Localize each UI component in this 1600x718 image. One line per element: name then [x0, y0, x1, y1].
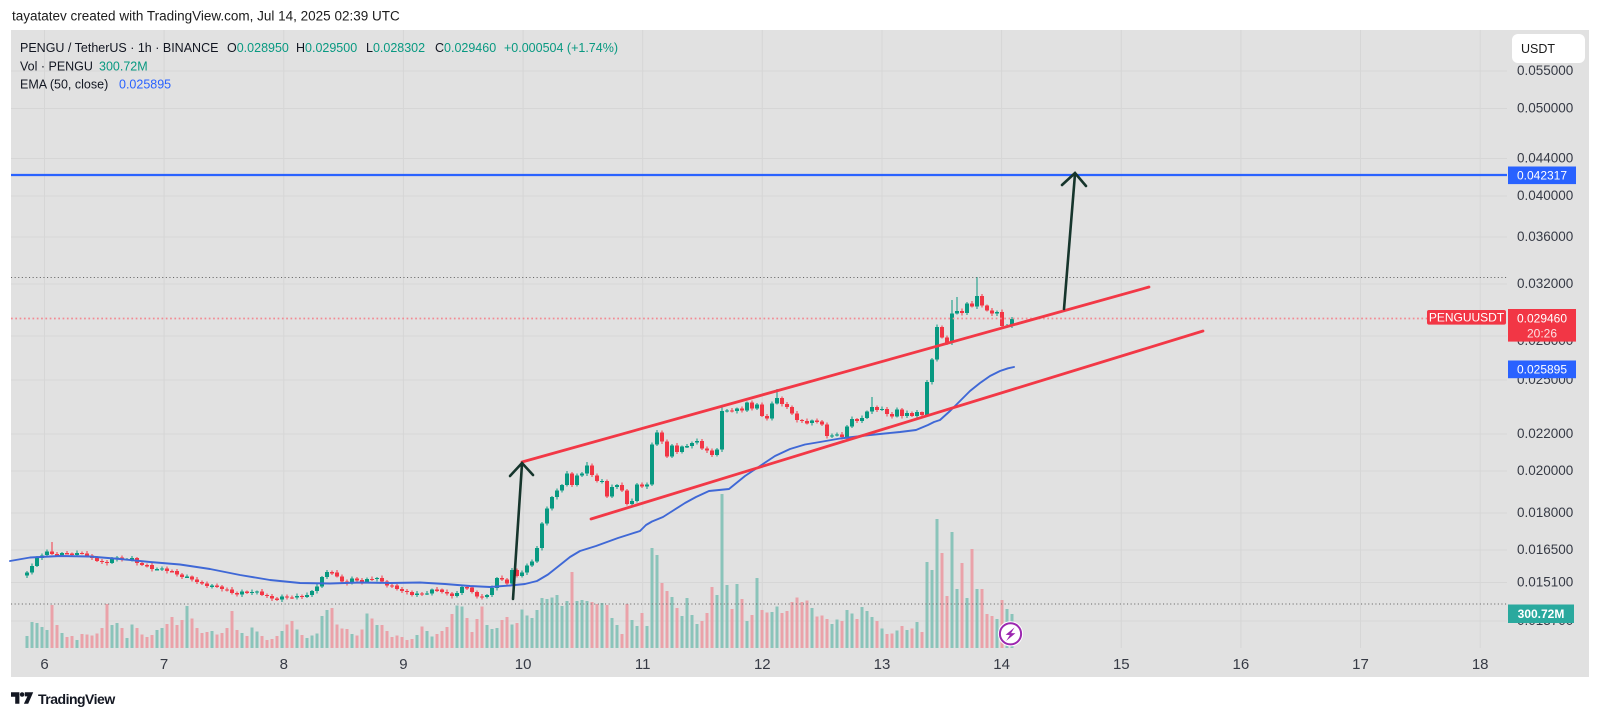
- svg-text:0.044000: 0.044000: [1517, 151, 1573, 166]
- svg-text:300.72M: 300.72M: [1518, 607, 1565, 621]
- svg-text:O0.028950: O0.028950: [227, 41, 289, 55]
- svg-text:EMA (50, close): EMA (50, close): [20, 78, 108, 92]
- svg-text:0.020000: 0.020000: [1517, 463, 1573, 478]
- svg-text:0.029460: 0.029460: [1517, 312, 1567, 326]
- svg-text:TradingView: TradingView: [38, 691, 115, 707]
- svg-text:0.016500: 0.016500: [1517, 542, 1573, 557]
- svg-text:0.050000: 0.050000: [1517, 101, 1573, 116]
- svg-text:15: 15: [1113, 656, 1130, 673]
- svg-text:8: 8: [280, 656, 288, 673]
- svg-text:11: 11: [635, 656, 651, 673]
- svg-text:10: 10: [515, 656, 532, 673]
- svg-text:Vol · PENGU: Vol · PENGU: [20, 60, 93, 74]
- svg-text:0.018000: 0.018000: [1517, 505, 1573, 520]
- svg-text:9: 9: [399, 656, 407, 673]
- svg-text:6: 6: [40, 656, 48, 673]
- svg-text:+0.000504 (+1.74%): +0.000504 (+1.74%): [504, 41, 618, 55]
- svg-text:C0.029460: C0.029460: [435, 41, 496, 55]
- svg-text:0.040000: 0.040000: [1517, 188, 1573, 203]
- svg-text:16: 16: [1233, 656, 1250, 673]
- svg-text:12: 12: [754, 656, 771, 673]
- svg-text:tayatatev created with Trading: tayatatev created with TradingView.com, …: [12, 9, 400, 24]
- svg-text:PENGUUSDT: PENGUUSDT: [1429, 310, 1505, 324]
- svg-text:17: 17: [1352, 656, 1369, 673]
- svg-text:H0.029500: H0.029500: [296, 41, 357, 55]
- svg-text:18: 18: [1472, 656, 1489, 673]
- svg-text:7: 7: [160, 656, 168, 673]
- svg-text:0.015100: 0.015100: [1517, 575, 1573, 590]
- svg-text:0.025895: 0.025895: [119, 78, 171, 92]
- svg-text:13: 13: [874, 656, 891, 673]
- svg-text:0.025895: 0.025895: [1517, 363, 1567, 377]
- svg-text:0.022000: 0.022000: [1517, 426, 1573, 441]
- svg-text:300.72M: 300.72M: [99, 60, 148, 74]
- svg-text:0.042317: 0.042317: [1517, 169, 1567, 183]
- svg-text:14: 14: [993, 656, 1010, 673]
- svg-text:L0.028302: L0.028302: [366, 41, 425, 55]
- svg-text:20:26: 20:26: [1527, 327, 1557, 341]
- svg-text:0.036000: 0.036000: [1517, 229, 1573, 244]
- svg-text:PENGU / TetherUS · 1h · BINANC: PENGU / TetherUS · 1h · BINANCE: [20, 41, 218, 55]
- svg-text:0.055000: 0.055000: [1517, 63, 1573, 78]
- svg-text:USDT: USDT: [1521, 42, 1555, 56]
- svg-text:0.032000: 0.032000: [1517, 276, 1573, 291]
